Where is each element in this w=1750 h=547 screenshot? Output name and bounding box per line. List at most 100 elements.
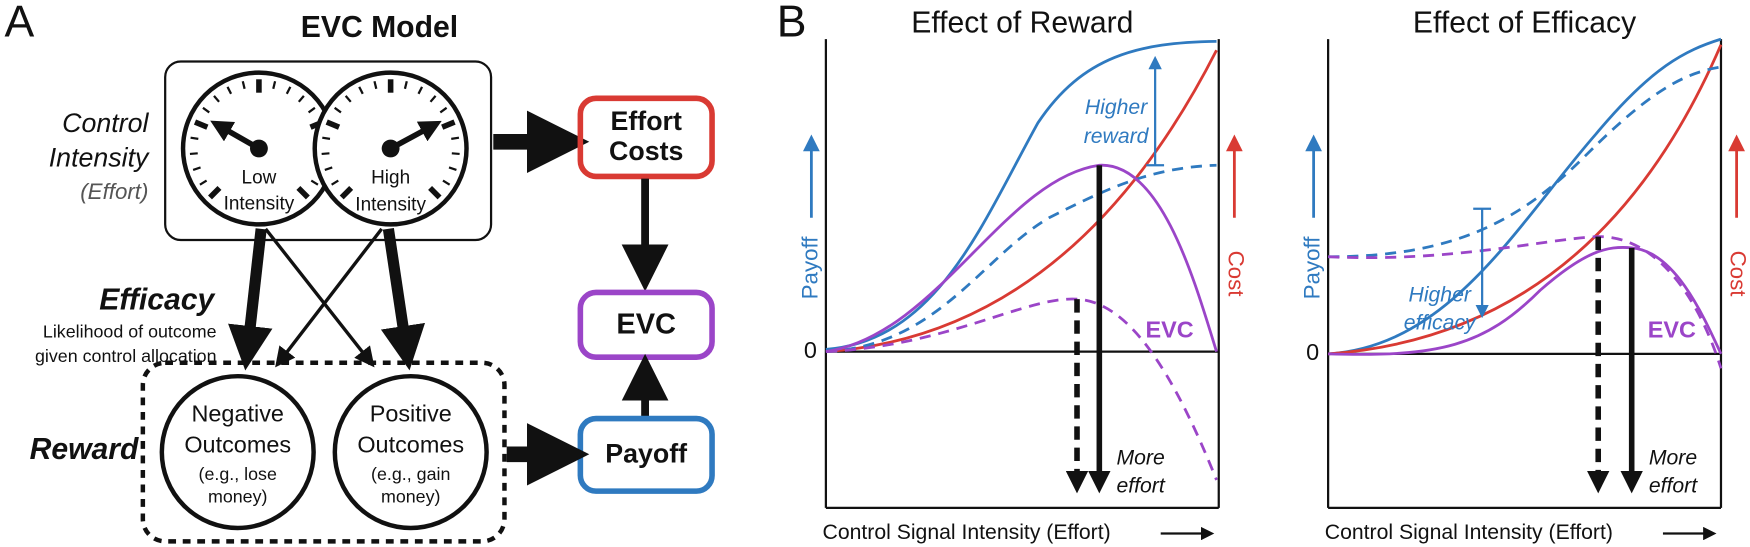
gauge-label: Intensity <box>355 194 426 215</box>
x-label: Control Signal Intensity (Effort) <box>1325 521 1613 544</box>
annotation: efficacy <box>1404 311 1477 334</box>
arrow <box>275 227 384 368</box>
gauge-tick <box>428 185 442 200</box>
outcome-label: Positive <box>370 400 452 426</box>
gauge-tick <box>344 95 352 103</box>
gauge-tick <box>448 166 457 171</box>
x-label: Control Signal Intensity (Effort) <box>823 521 1111 544</box>
gauge-tick <box>325 119 341 130</box>
reward-title: Reward <box>30 433 139 466</box>
y-label: Payoff <box>797 236 822 300</box>
more-effort: More <box>1116 446 1164 469</box>
gauge-label: Intensity <box>224 193 295 214</box>
curve <box>1328 65 1722 259</box>
gauge-tick <box>373 80 378 90</box>
control-label: (Effort) <box>80 179 148 204</box>
gauge-tick <box>190 136 199 140</box>
y-label: Payoff <box>1300 236 1325 300</box>
curve <box>825 163 1217 354</box>
more-effort: More <box>1649 446 1697 469</box>
gauge-tick <box>307 106 316 114</box>
gauge-tick <box>208 185 222 200</box>
zero-label: 0 <box>804 337 817 363</box>
control-label: Intensity <box>49 143 150 173</box>
effort-costs-box <box>577 95 715 180</box>
gauge-tick <box>321 152 330 156</box>
arrow <box>380 228 426 371</box>
gauge-tick <box>439 106 448 114</box>
efficacy-title: Efficacy <box>99 283 215 316</box>
outcome-label: (e.g., lose <box>199 464 277 484</box>
gauge-tick <box>192 166 201 171</box>
outcome-label: money) <box>208 487 267 507</box>
panel-title: EVC Model <box>301 11 458 44</box>
chart-title: Effect of Reward <box>911 7 1133 40</box>
gauge-tick <box>199 179 208 186</box>
gauge-tick <box>322 136 331 140</box>
gauge-tick <box>296 185 310 200</box>
annotation: Higher <box>1409 283 1472 306</box>
box-label: Payoff <box>605 438 687 468</box>
curve <box>825 297 1218 481</box>
efficacy-description: given control allocation <box>35 346 217 366</box>
gauge-hub <box>250 139 268 158</box>
gauge-tick <box>451 136 460 140</box>
evc-label: EVC <box>1146 317 1194 343</box>
outcome-circle <box>159 373 316 531</box>
more-effort: effort <box>1649 474 1698 497</box>
outcome-label: Outcomes <box>184 432 291 458</box>
gauge-tick <box>297 95 305 103</box>
outcome-label: Negative <box>191 400 283 426</box>
gauge-label: Low <box>242 168 277 189</box>
panel-letter: B <box>777 0 807 46</box>
curve <box>1328 44 1723 356</box>
gauge-tick <box>226 86 233 95</box>
panel-letter: A <box>4 0 34 46</box>
outcome-label: Outcomes <box>357 432 464 458</box>
gauge-tick <box>417 86 424 95</box>
gauge-tick <box>331 179 339 186</box>
gauge-tick <box>451 152 460 156</box>
outcome-label: money) <box>381 487 441 507</box>
curve <box>1328 235 1723 369</box>
gauge-tick <box>285 86 292 95</box>
box-label: Costs <box>609 136 683 166</box>
gauge-tick <box>324 166 333 171</box>
gauge-tick <box>213 95 220 103</box>
gauge-hub <box>381 139 400 158</box>
curve <box>825 49 1218 354</box>
gauge-tick <box>310 179 319 186</box>
gauge-tick <box>202 106 210 114</box>
gauge-tick <box>272 80 277 90</box>
gauge-tick <box>339 185 354 200</box>
gauges <box>180 70 469 227</box>
curve <box>1328 37 1722 356</box>
gauge-label: High <box>371 168 410 189</box>
more-effort: effort <box>1116 474 1165 497</box>
chart-title: Effect of Efficacy <box>1413 7 1636 40</box>
annotation: Higher <box>1085 96 1148 119</box>
outcome-label: (e.g., gain <box>371 464 450 484</box>
gauge-tick <box>241 80 246 90</box>
zero-label: 0 <box>1306 339 1319 365</box>
gauge-tick <box>333 106 342 114</box>
y2-label: Cost <box>1223 251 1248 298</box>
curve <box>825 163 1218 354</box>
outcome-circle <box>332 373 489 531</box>
gauge-tick <box>429 95 437 103</box>
charts: Effect of Reward 0 Payoff Cost Control Signa… <box>797 7 1750 545</box>
arrow <box>264 227 375 368</box>
annotation: reward <box>1084 125 1150 148</box>
gauge-tick <box>442 179 451 186</box>
y2-label: Cost <box>1726 251 1750 298</box>
gauge-tick <box>358 86 364 95</box>
gauge-tick <box>193 119 209 130</box>
efficacy-description: Likelihood of outcome <box>43 321 217 341</box>
gauge-tick <box>441 119 456 130</box>
curve <box>825 39 1217 351</box>
evc-label: EVC <box>1648 317 1696 343</box>
box-label: EVC <box>616 309 676 341</box>
box-label: Effort <box>611 106 682 136</box>
